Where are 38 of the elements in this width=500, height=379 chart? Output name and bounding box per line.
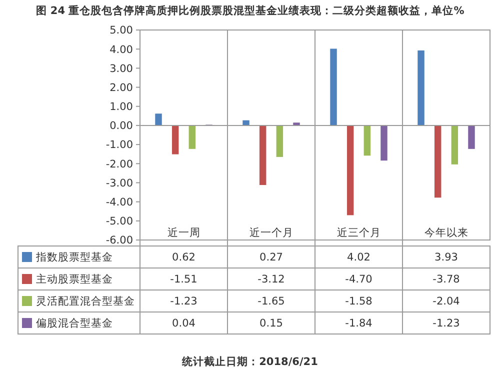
- legend-label: 指数股票型基金: [35, 250, 113, 264]
- y-tick-label: -1.00: [106, 139, 133, 152]
- text: 统计截止日期：2018/6/21: [181, 355, 318, 368]
- x-tick-label: 今年以来: [424, 226, 468, 239]
- y-tick-label: -5.00: [106, 216, 133, 228]
- y-tick-label: 0.00: [110, 120, 133, 132]
- data-label: -1.58: [345, 296, 372, 308]
- y-tick-label: -2.00: [106, 158, 133, 170]
- y-tick-label: 2.00: [110, 82, 133, 94]
- y-tick-label: 3.00: [110, 62, 133, 75]
- data-label: -1.65: [258, 296, 285, 308]
- y-tick-label: -4.00: [106, 196, 133, 208]
- data-label: 0.04: [172, 318, 196, 330]
- data-label: -3.78: [432, 274, 460, 286]
- legend-label: 主动股票型基金: [36, 272, 113, 286]
- legend-label: 灵活配置混合型基金: [36, 294, 135, 308]
- legend-label: 偏股混合型基金: [36, 316, 113, 330]
- data-label: -1.51: [170, 274, 198, 286]
- data-label: 0.27: [260, 252, 283, 264]
- x-tick-label: 近一个月: [249, 226, 294, 239]
- y-tick-label: 1.00: [110, 101, 133, 114]
- data-label: 3.93: [434, 252, 458, 264]
- data-label: -4.70: [345, 274, 372, 286]
- x-tick-label: 近三个月: [336, 226, 381, 239]
- y-tick-label: -6.00: [106, 234, 133, 247]
- data-label: 0.62: [172, 252, 196, 264]
- x-tick-label: 近一周: [167, 226, 200, 239]
- y-tick-label: 5.00: [110, 24, 133, 37]
- data-label: -2.04: [432, 296, 460, 308]
- data-label: -3.12: [258, 274, 285, 286]
- data-label: -1.23: [170, 296, 198, 308]
- data-label: -1.23: [432, 318, 460, 330]
- data-label: 0.15: [260, 318, 283, 330]
- data-label: 4.02: [347, 252, 370, 264]
- y-tick-label: -3.00: [106, 177, 133, 190]
- data-label: -1.84: [345, 318, 373, 330]
- chart-title: 图 24 重仓股包含停牌高质押比例股票股混型基金业绩表现：二级分类超额收益，单位%: [36, 4, 465, 17]
- y-tick-label: 4.00: [110, 44, 133, 56]
